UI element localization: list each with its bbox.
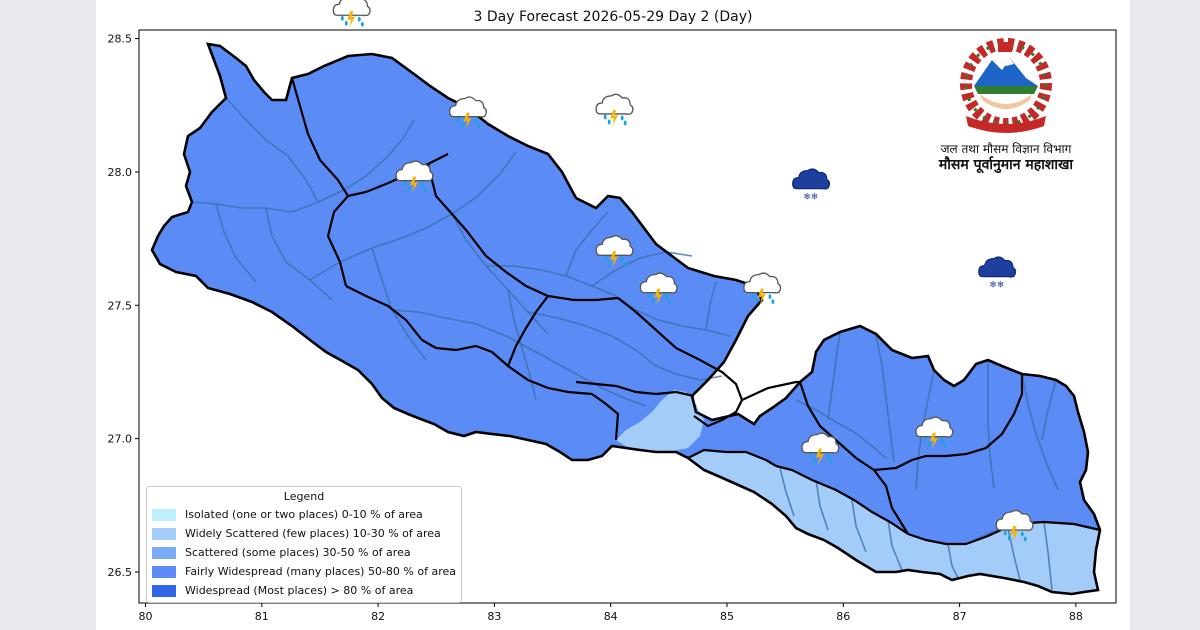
thunderstorm-rain-icon [801, 432, 840, 465]
x-tick-label: 80 [139, 610, 153, 623]
thunderstorm-rain-icon [743, 272, 782, 305]
region-widely-scattered-south [688, 450, 1100, 594]
thunderstorm-rain-icon [995, 509, 1034, 542]
legend-swatch [152, 527, 176, 540]
department-name: जल तथा मौसम विज्ञान विभाग [940, 142, 1072, 156]
legend-swatch [152, 584, 176, 597]
legend-swatch [152, 508, 176, 521]
plot-frame [138, 29, 1117, 604]
x-tick-label: 85 [720, 610, 734, 623]
legend-item-widely-scattered: Widely Scattered (few places) 10-30 % of… [147, 524, 461, 543]
y-tick-label: 28.5 [108, 33, 133, 46]
snow-icon: ❄❄ [792, 168, 831, 203]
svg-text:❄❄: ❄❄ [803, 193, 818, 203]
x-axis: 80 81 82 83 84 85 86 87 88 [139, 603, 1083, 623]
snow-icon: ❄❄ [978, 256, 1017, 291]
nepal-emblem-logo [960, 38, 1052, 133]
legend-label: Scattered (some places) 30-50 % of area [185, 546, 411, 559]
y-tick-label: 28.0 [108, 166, 133, 179]
thunderstorm-rain-icon [449, 96, 487, 129]
legend-label: Isolated (one or two places) 0-10 % of a… [185, 508, 423, 521]
forecast-figure: 3 Day Forecast 2026-05-29 Day 2 (Day) [96, 0, 1130, 630]
province-borders [284, 77, 1101, 546]
thunderstorm-rain-icon [595, 93, 634, 126]
thunderstorm-rain-icon [395, 160, 434, 193]
thunderstorm-rain-icon [595, 235, 634, 268]
x-tick-label: 83 [487, 610, 501, 623]
division-name: मौसम पूर्वानुमान महाशाखा [938, 157, 1074, 173]
x-tick-label: 86 [836, 610, 850, 623]
map-title: 3 Day Forecast 2026-05-29 Day 2 (Day) [473, 9, 753, 25]
thunderstorm-rain-icon [915, 416, 954, 449]
legend-title: Legend [283, 490, 325, 503]
legend-swatch [152, 546, 176, 559]
y-tick-label: 27.0 [108, 433, 133, 446]
legend: Legend Isolated (one or two places) 0-10… [146, 486, 462, 603]
legend-label: Fairly Widespread (many places) 50-80 % … [185, 565, 456, 578]
legend-label: Widely Scattered (few places) 10-30 % of… [185, 527, 441, 540]
thunderstorm-rain-icon [639, 272, 678, 305]
y-tick-label: 27.5 [108, 299, 133, 312]
x-tick-label: 87 [953, 610, 967, 623]
nepal-border [150, 42, 1102, 596]
y-axis: 26.527.027.528.028.529.029.530.030.5 [108, 33, 139, 579]
legend-swatch [152, 565, 176, 578]
x-tick-label: 84 [604, 610, 618, 623]
y-tick-label: 26.5 [108, 566, 133, 579]
thunderstorm-rain-icon [332, 0, 371, 28]
x-tick-label: 81 [255, 610, 269, 623]
weather-icons: ❄❄❄❄❄❄❄❄❄❄❄❄ [332, 0, 1034, 542]
legend-item-widespread: Widespread (Most places) > 80 % of area [147, 581, 461, 600]
legend-item-isolated: Isolated (one or two places) 0-10 % of a… [147, 505, 461, 524]
x-tick-label: 88 [1069, 610, 1083, 623]
legend-label: Widespread (Most places) > 80 % of area [185, 584, 414, 597]
svg-text:❄❄: ❄❄ [989, 281, 1004, 291]
legend-item-fairly-widespread: Fairly Widespread (many places) 50-80 % … [147, 562, 461, 581]
x-tick-label: 82 [371, 610, 385, 623]
region-widely-scattered-central [616, 390, 704, 452]
legend-item-scattered: Scattered (some places) 30-50 % of area [147, 543, 461, 562]
